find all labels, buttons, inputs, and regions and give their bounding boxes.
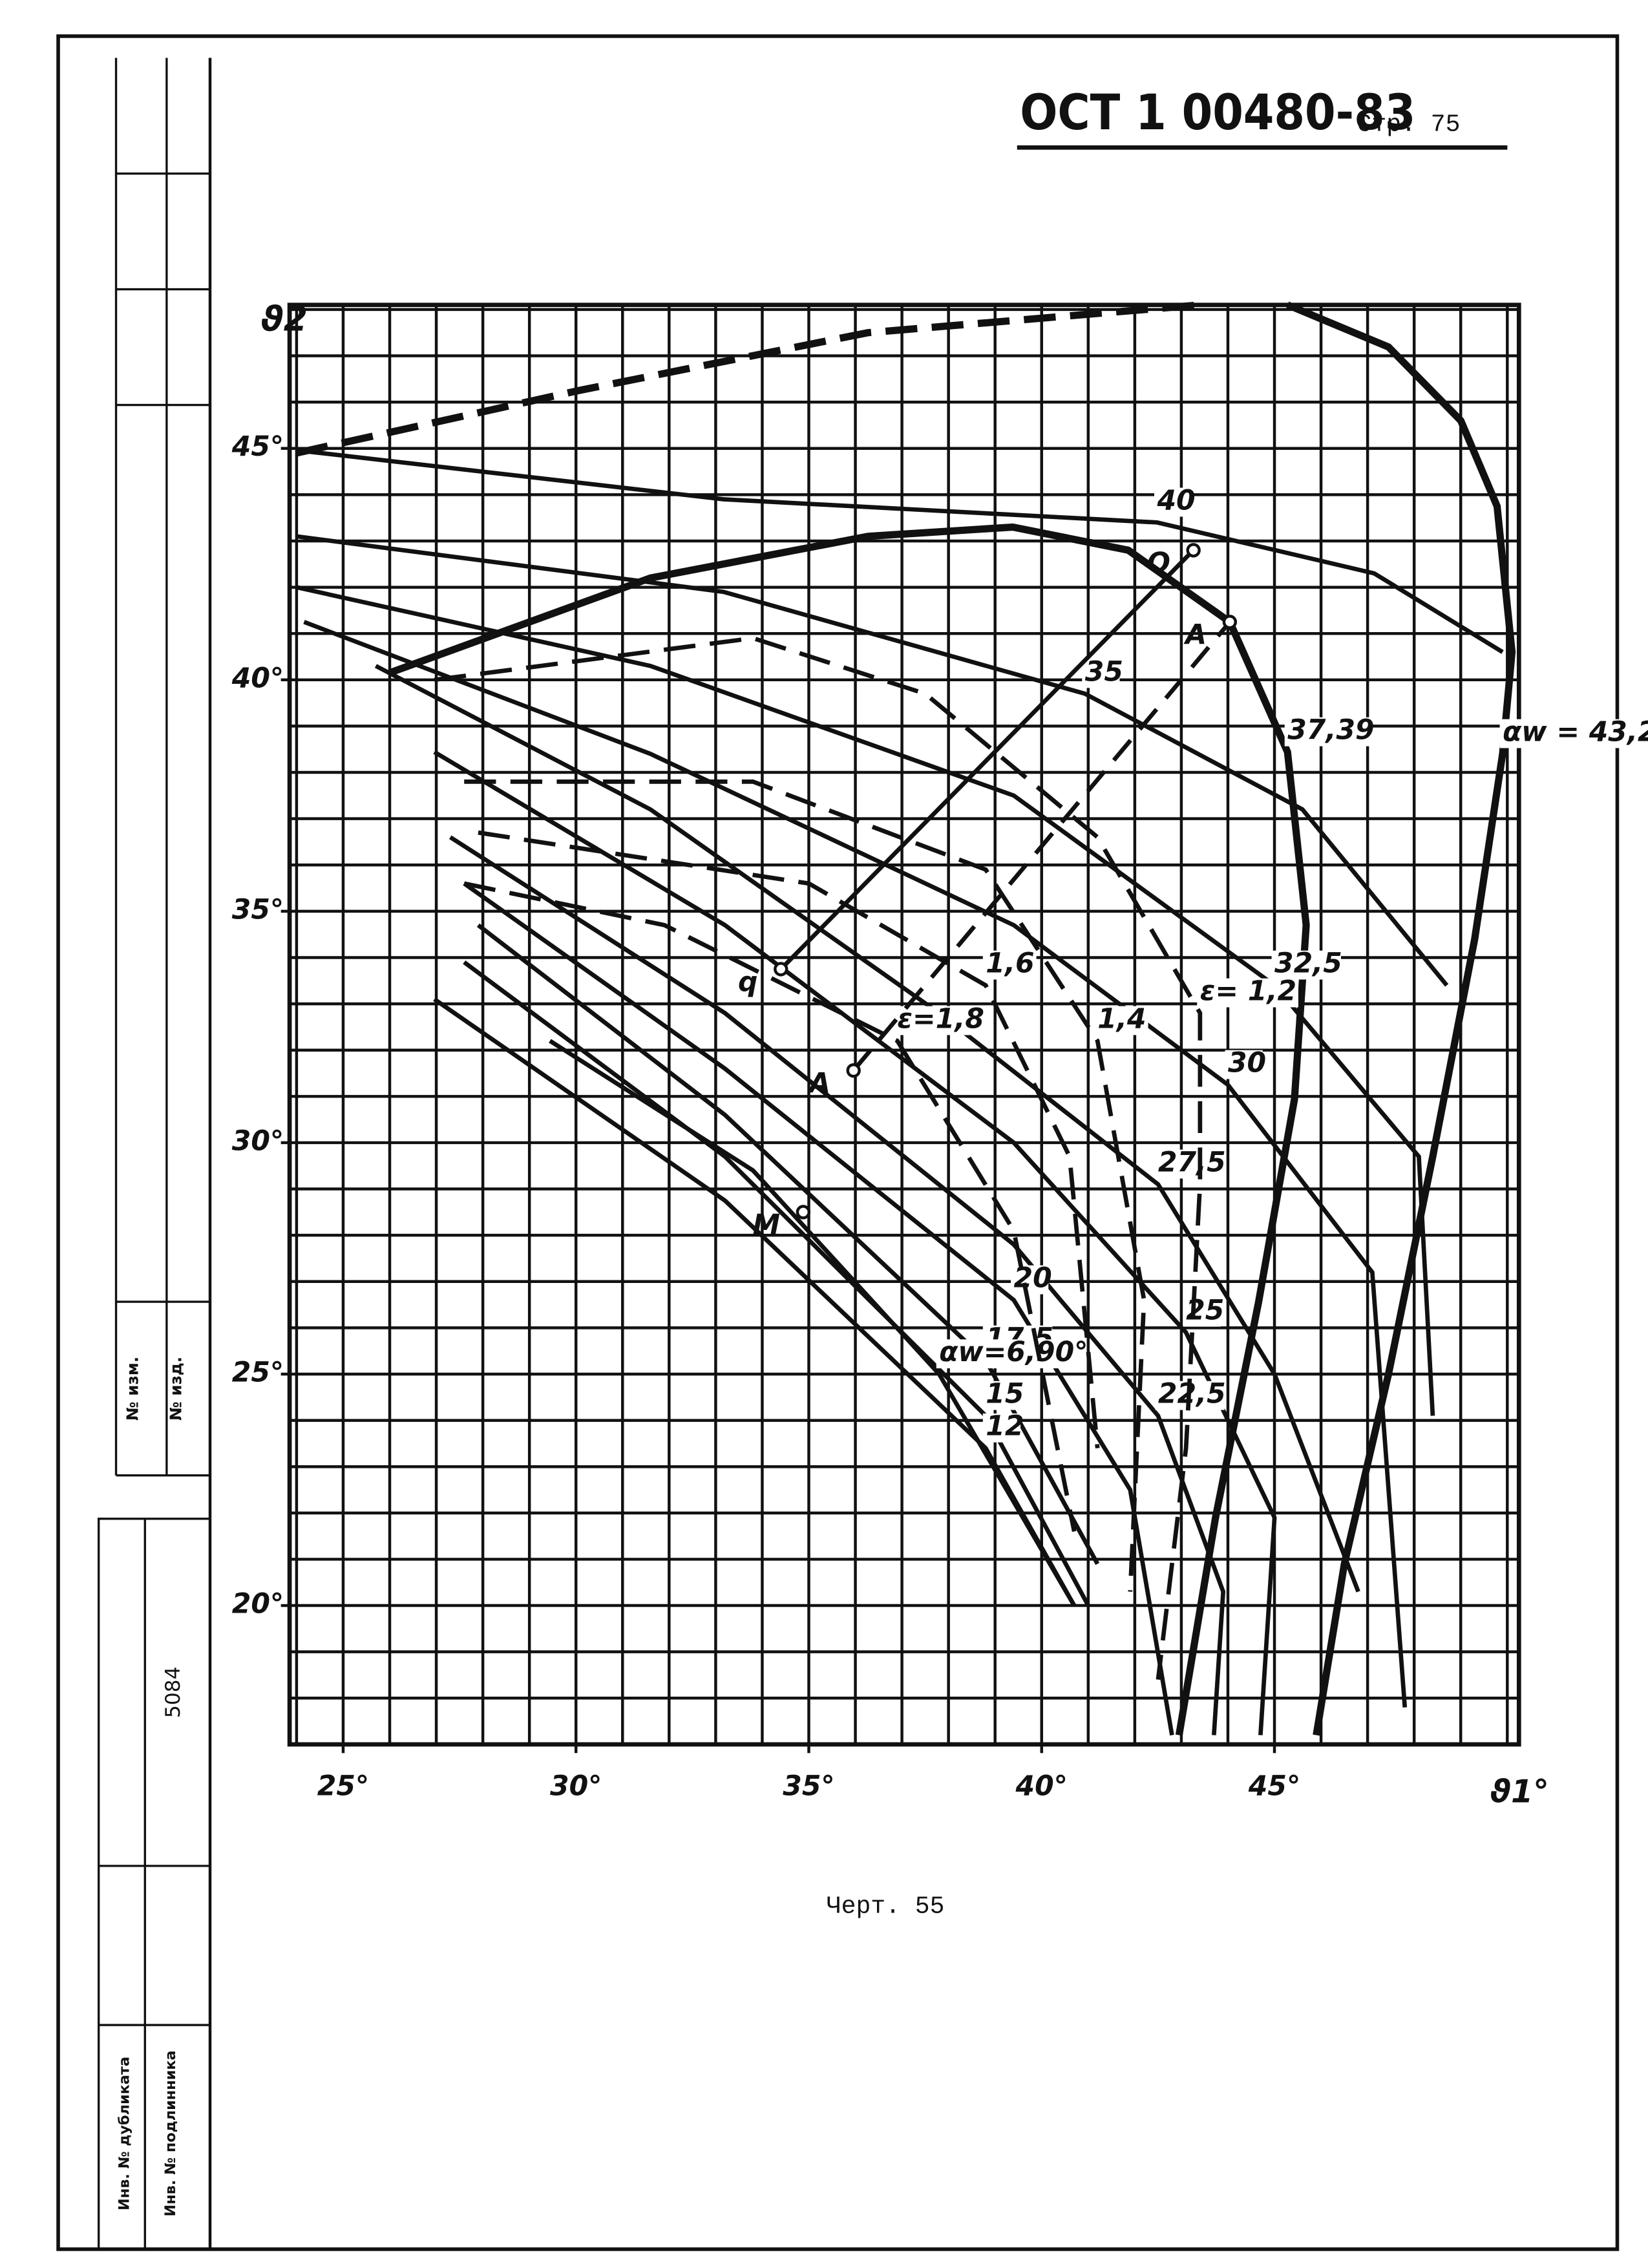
construction-line bbox=[779, 548, 1195, 971]
caption: Черт. 55 bbox=[827, 1893, 945, 1921]
curve bbox=[295, 301, 1201, 457]
curve bbox=[1286, 301, 1516, 1736]
curve bbox=[476, 923, 1100, 1565]
curve-label: 15 bbox=[986, 1379, 1024, 1410]
curve bbox=[449, 835, 1226, 1735]
annotation-point bbox=[774, 962, 788, 977]
curve bbox=[296, 534, 1449, 987]
curve bbox=[304, 449, 1504, 654]
curve-label: 12 bbox=[986, 1411, 1024, 1443]
curve-label-bg bbox=[1154, 487, 1192, 517]
curve-label: 1,4 bbox=[1097, 1004, 1146, 1035]
curve bbox=[463, 882, 1174, 1736]
curve bbox=[434, 635, 1203, 1680]
stamp-grid bbox=[98, 58, 211, 2251]
curve-label-bg bbox=[1155, 1149, 1225, 1179]
header: ОСТ 1 00480-83 bbox=[1020, 83, 1415, 141]
y-tick-label: 25° bbox=[232, 1357, 284, 1388]
annotation-point bbox=[846, 1063, 861, 1078]
y-tick-label: 30° bbox=[232, 1125, 284, 1157]
stamp-duplicate: Инв. № дубликата bbox=[116, 2057, 132, 2210]
stamp-issue: № изд. bbox=[167, 1357, 185, 1421]
curve-label-bg bbox=[1082, 659, 1120, 688]
x-tick-label: 35° bbox=[783, 1771, 834, 1803]
curve bbox=[374, 664, 1360, 1593]
curve-label: 37,39 bbox=[1287, 715, 1374, 747]
curve-label-bg bbox=[982, 950, 1037, 980]
curve-label-bg bbox=[982, 1413, 1021, 1443]
curve-label: 27,5 bbox=[1158, 1147, 1226, 1179]
curve bbox=[463, 881, 1077, 1532]
annotation: q bbox=[738, 966, 757, 998]
curve-label: 40 bbox=[1156, 485, 1195, 516]
stamp-number: 5084 bbox=[162, 1666, 185, 1718]
stamp-original: Инв. № подлинника bbox=[162, 2050, 179, 2216]
curve-label: αw=6,90° bbox=[939, 1337, 1088, 1368]
curve-label: 32,5 bbox=[1274, 948, 1342, 980]
curve bbox=[303, 620, 1408, 1708]
curve-label-bg bbox=[982, 1381, 1021, 1410]
curve-label: αw = 43,23° bbox=[1503, 717, 1648, 748]
annotation: A bbox=[1183, 619, 1207, 651]
stamp-change: № изм. bbox=[123, 1357, 142, 1421]
y-tick-label: 45° bbox=[231, 431, 284, 463]
annotation-point bbox=[1222, 615, 1238, 630]
curve-label-bg bbox=[1183, 1297, 1221, 1327]
x-tick-label: 40° bbox=[1015, 1771, 1068, 1803]
curve-label: ε= 1,2 bbox=[1200, 976, 1296, 1008]
curve-label-bg bbox=[1011, 1265, 1049, 1295]
curve-label: 22,5 bbox=[1158, 1379, 1226, 1410]
curve bbox=[463, 960, 1090, 1607]
curve-label-bg bbox=[894, 1006, 980, 1035]
y-tick-label: 35° bbox=[232, 894, 284, 926]
annotation-point bbox=[796, 1205, 811, 1220]
curve-label-bg bbox=[1271, 950, 1341, 980]
x-axis-label: ϑ1° bbox=[1490, 1772, 1549, 1810]
y-tick-label: 20° bbox=[232, 1589, 284, 1620]
curve-label-bg bbox=[1499, 719, 1648, 748]
annotation: M bbox=[753, 1209, 780, 1241]
curve-label-bg bbox=[1284, 717, 1370, 747]
curve bbox=[549, 1039, 1077, 1607]
page-number: Стр. 75 bbox=[1357, 111, 1461, 139]
x-tick-label: 30° bbox=[550, 1771, 602, 1803]
curve bbox=[478, 830, 1100, 1448]
curve bbox=[296, 585, 1435, 1416]
curve-label: 30 bbox=[1228, 1048, 1266, 1079]
curve-label: ε=1,8 bbox=[897, 1004, 984, 1035]
curve bbox=[433, 750, 1277, 1735]
annotation: A bbox=[807, 1068, 830, 1099]
plot: 25° 30° 35° 40° 45° 20° 25° 30° 35° 40° 45° αw = 43… bbox=[231, 301, 1648, 1803]
curve-label: 1,6 bbox=[986, 948, 1034, 980]
annotation: Q bbox=[1147, 547, 1170, 579]
annotation-point bbox=[1186, 543, 1201, 558]
plot-frame bbox=[287, 302, 1521, 1747]
curve-label: 35 bbox=[1085, 656, 1123, 688]
construction-line bbox=[852, 620, 1232, 1072]
page-frame bbox=[56, 34, 1620, 2251]
curve-label-bg bbox=[1225, 1050, 1263, 1079]
curve-label-bg bbox=[1197, 978, 1298, 1008]
curve bbox=[464, 779, 1146, 1592]
x-tick-label: 25° bbox=[317, 1771, 369, 1803]
y-tick-label: 40° bbox=[231, 662, 284, 694]
curve-label-bg bbox=[1094, 1006, 1148, 1035]
x-tick-label: 45° bbox=[1248, 1771, 1300, 1803]
curve-label-bg bbox=[936, 1339, 1070, 1369]
